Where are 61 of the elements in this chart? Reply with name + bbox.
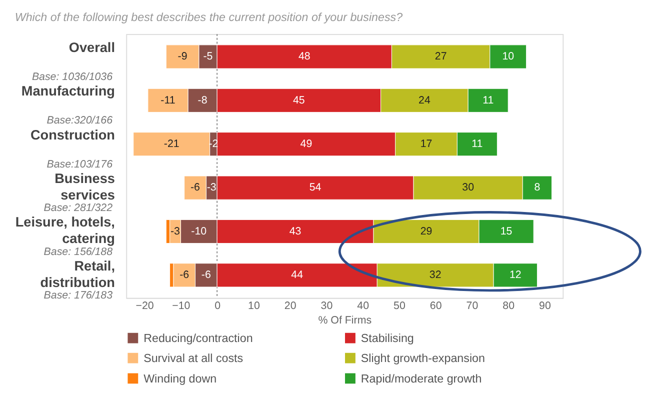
text: Base:103/176	[46, 158, 113, 170]
x-tick-label: −10	[172, 300, 190, 312]
x-tick-label: 50	[394, 300, 406, 312]
text: Base: 176/183	[44, 289, 113, 302]
legend-label: Stabilising	[360, 332, 414, 345]
data-label: -21	[164, 138, 180, 150]
legend-label: Reducing/contraction	[144, 332, 253, 345]
text: Base: 1036/1036	[32, 71, 113, 84]
x-tick-label: 10	[248, 300, 260, 312]
data-label: -10	[191, 225, 207, 238]
y-tick-label: Construction	[30, 127, 115, 142]
data-label: 10	[502, 50, 514, 63]
data-label: 12	[509, 269, 522, 282]
data-label: 49	[300, 138, 312, 150]
data-label: 54	[309, 182, 322, 194]
legend-label: Slight growth-expansion	[360, 352, 485, 365]
chart-title: Which of the following best describes the current position of your business?	[14, 10, 404, 24]
data-label: 48	[298, 50, 310, 63]
data-label: 27	[434, 50, 447, 63]
data-label: 44	[291, 269, 304, 282]
data-label: 45	[293, 94, 305, 106]
data-label: 8	[534, 182, 540, 194]
x-axis-title: % Of Firms	[318, 314, 372, 327]
data-label: 24	[418, 94, 430, 106]
data-label: 15	[500, 225, 512, 238]
data-label: 17	[420, 138, 432, 150]
text: Base: 156/188	[44, 246, 113, 258]
legend-label: Winding down	[144, 372, 217, 386]
data-label: -6	[201, 269, 211, 282]
text: Base: 281/322	[44, 202, 113, 214]
text: Base:320/166	[46, 114, 113, 127]
x-tick-label: 20	[284, 300, 296, 312]
y-tick-label: Manufacturing	[21, 84, 115, 99]
data-label: -3	[170, 225, 180, 238]
data-label: -5	[203, 50, 213, 63]
y-tick-label: Overall	[68, 40, 115, 55]
x-tick-label: 80	[502, 300, 515, 312]
data-label: 11	[482, 94, 494, 106]
x-tick-label: 0	[214, 300, 221, 312]
x-tick-label: 30	[320, 300, 333, 312]
data-label: 43	[289, 225, 302, 238]
x-tick-label: 90	[539, 300, 551, 312]
legend-label: Survival at all costs	[144, 352, 244, 365]
x-tick-label: −20	[136, 300, 154, 312]
legend-label: Rapid/moderate growth	[360, 372, 482, 386]
x-tick-label: 70	[466, 300, 478, 312]
y-tick-label: Retail, distribution	[40, 258, 115, 290]
y-tick-label: Leisure, hotels, catering	[15, 214, 115, 246]
x-tick-label: 60	[430, 300, 442, 312]
data-label: 32	[429, 269, 442, 282]
data-label: -8	[198, 94, 208, 106]
data-label: 11	[472, 138, 483, 150]
x-tick-label: 40	[357, 300, 370, 312]
data-label: -6	[190, 182, 200, 194]
data-label: -3	[206, 182, 216, 194]
data-label: -9	[178, 50, 188, 63]
data-label: -11	[160, 94, 176, 106]
data-label: 30	[462, 182, 474, 194]
y-tick-label: Business services	[54, 170, 115, 202]
data-label: 29	[420, 225, 432, 238]
data-label: -6	[180, 269, 190, 282]
